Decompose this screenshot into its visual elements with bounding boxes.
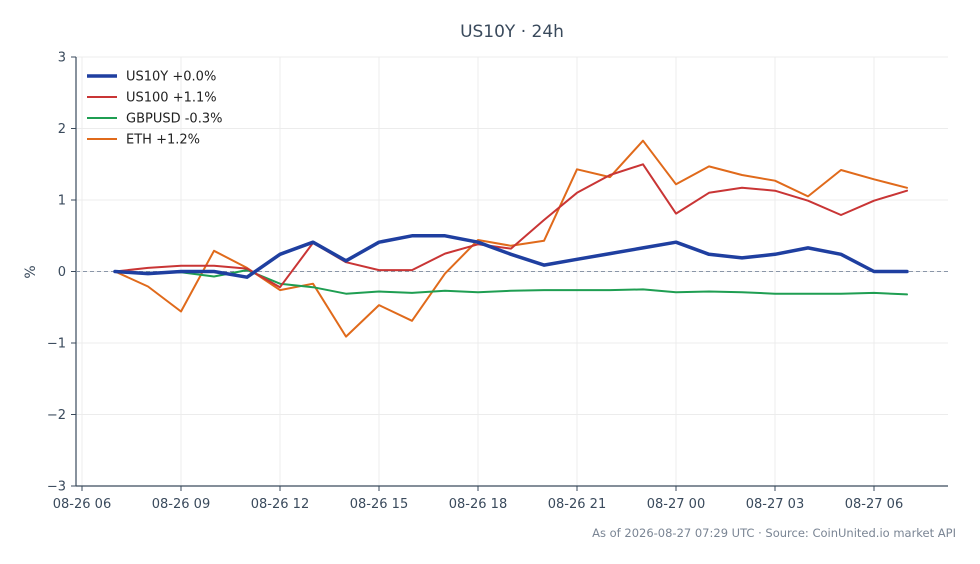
legend-label-3: ETH +1.2% (126, 133, 200, 148)
y-tick-label: −1 (47, 337, 66, 352)
x-tick-label: 08-26 12 (251, 497, 309, 512)
chart-title: US10Y · 24h (460, 22, 564, 42)
legend-label-2: GBPUSD -0.3% (126, 112, 222, 127)
legend: US10Y +0.0% US100 +1.1% GBPUSD -0.3% ETH +1… (87, 70, 222, 148)
x-tick-label: 08-26 06 (53, 497, 111, 512)
y-tick-label: 1 (58, 194, 66, 209)
x-tick-label: 08-26 21 (548, 497, 606, 512)
series-line-3 (114, 139, 908, 338)
y-tick-label: 0 (58, 265, 66, 280)
x-tick-label: 08-27 06 (845, 497, 903, 512)
legend-label-0: US10Y +0.0% (126, 70, 216, 85)
series-lines (113, 139, 909, 338)
x-tick-label: 08-26 18 (449, 497, 507, 512)
y-tick-label: −3 (47, 480, 66, 495)
y-axis-label: % (23, 265, 39, 278)
x-tick-label: 08-26 09 (152, 497, 210, 512)
y-tick-label: 2 (58, 122, 66, 137)
axes: 3 2 1 0 −1 −2 −3 08-26 06 08-26 09 08-26 12 08-26 … (47, 51, 948, 512)
series-line-1 (114, 163, 908, 289)
legend-label-1: US100 +1.1% (126, 91, 217, 106)
y-tick-label: −2 (47, 408, 66, 423)
series-line-2 (114, 269, 908, 296)
x-tick-label: 08-27 00 (647, 497, 705, 512)
x-tick-label: 08-27 03 (746, 497, 804, 512)
series-line-0 (113, 234, 909, 279)
x-tick-label: 08-26 15 (350, 497, 408, 512)
y-tick-label: 3 (58, 51, 66, 66)
footer-source: As of 2026-08-27 07:29 UTC · Source: Coi… (592, 526, 956, 540)
